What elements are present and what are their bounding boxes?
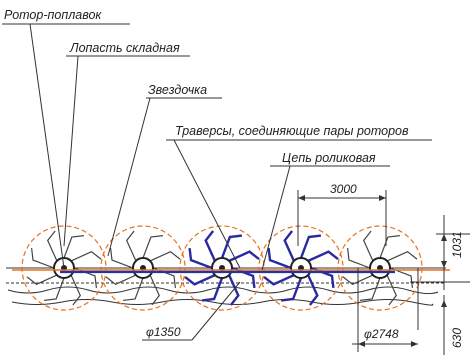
dimension-depth-label: 630 [450, 328, 464, 348]
rotor-blade [307, 274, 319, 306]
rotor-blade [70, 251, 102, 262]
leader-lines [2, 23, 432, 341]
dimension-height-label: 1031 [450, 231, 464, 258]
dimension-outer-diameter-label: φ2748 [364, 327, 399, 341]
dimension-height: 1031 [436, 215, 470, 290]
rotor-outer-circle [179, 225, 265, 311]
rotor-outer-circle [258, 225, 344, 311]
rotor-blade [123, 277, 144, 301]
label-traverses: Траверсы, соединяющие пары роторов [175, 124, 409, 138]
rotor-blade [379, 235, 400, 259]
dimension-rotor-diameter-label: φ1350 [146, 325, 181, 339]
rotor-blade [267, 247, 292, 270]
dimension-outer-diameter: φ2748 [352, 268, 419, 352]
rotor-blade [283, 230, 295, 262]
rotor-blade [149, 274, 160, 306]
rotor-blade [44, 277, 65, 301]
rotor-blade [342, 274, 374, 285]
rotor-blade [70, 274, 81, 306]
rotor-blade [360, 277, 381, 301]
rotor-blade [386, 274, 397, 306]
rotor-blade [26, 274, 58, 285]
rotor-outer-circle [21, 225, 107, 311]
rotor-blade [126, 230, 137, 262]
rotor-blade [386, 251, 418, 262]
rotor-blade [363, 230, 374, 262]
rotor-blade [263, 274, 295, 286]
label-rotor-float: Ротор-поплавок [4, 8, 102, 22]
rotor-blade [184, 274, 216, 286]
rotor-blade [204, 230, 216, 262]
rotor-blade [201, 277, 224, 302]
label-roller-chain: Цепь роликовая [282, 151, 376, 165]
label-folding-blade: Лопасть складная [69, 41, 180, 55]
rotor-blade [105, 274, 137, 285]
label-sprocket: Звездочка [148, 83, 207, 97]
rotor-blade [220, 234, 243, 259]
dimension-spacing: 3000 [297, 182, 387, 246]
rotor-row [21, 225, 423, 311]
rotor-2 [100, 225, 186, 311]
rotor-blade [63, 235, 84, 259]
rotor-blade [149, 251, 181, 262]
rotor-blade [31, 248, 55, 269]
rotor-blade [142, 235, 163, 259]
rotor-blade [280, 277, 303, 302]
rotor-blade [228, 274, 240, 306]
rotor-blade [299, 234, 322, 259]
rotor-blade [188, 247, 213, 270]
rotor-blade [47, 230, 58, 262]
dimension-spacing-label: 3000 [330, 182, 357, 196]
rotor-outer-circle [337, 225, 423, 311]
rotor-blade [347, 248, 371, 269]
rotor-blade [228, 250, 260, 262]
rotor-blade [110, 248, 134, 269]
rotor-blade [307, 250, 339, 262]
rotor-outer-circle [100, 225, 186, 311]
dimension-depth: 630 [410, 281, 470, 355]
